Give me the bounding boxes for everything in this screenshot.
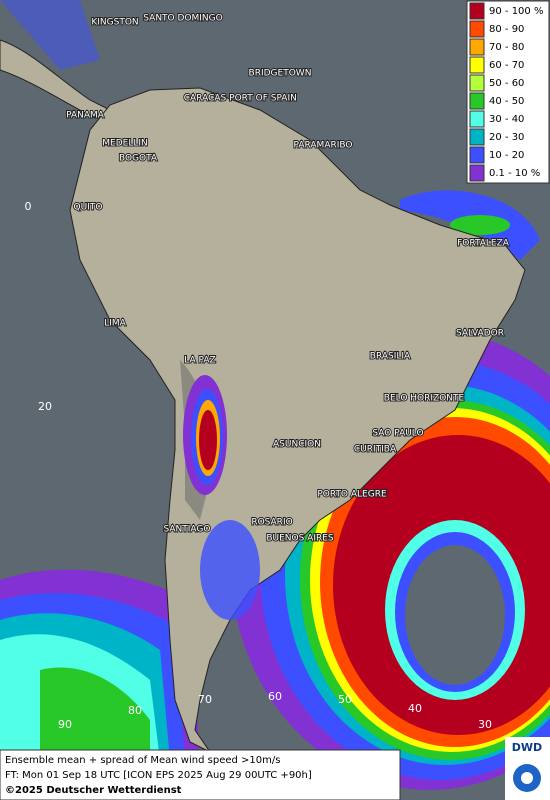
city-label: PORTO ALEGRE xyxy=(317,490,387,500)
city-label: BRIDGETOWN xyxy=(249,69,312,79)
city-label: SANTO DOMINGO xyxy=(143,14,222,24)
legend-label: 0.1 - 10 % xyxy=(489,168,540,179)
city-label: ROSARIO xyxy=(251,518,292,528)
city-label: FORTALEZA xyxy=(457,239,510,249)
city-label: ASUNCION xyxy=(273,440,321,450)
legend-label: 50 - 60 xyxy=(489,78,524,89)
city-label: QUITO xyxy=(74,203,103,213)
legend-swatch xyxy=(469,74,485,92)
legend-swatch xyxy=(469,38,485,56)
lat-label: 20 xyxy=(38,400,52,413)
city-label: BUENOS AIRES xyxy=(266,534,334,544)
lon-label: 70 xyxy=(198,693,212,706)
city-label: PANAMA xyxy=(66,111,105,121)
city-label: SAO PAULO xyxy=(372,429,423,439)
caption-box xyxy=(0,749,401,800)
legend-swatch xyxy=(469,56,485,74)
legend-label: 90 - 100 % xyxy=(489,6,543,17)
city-label: BRASILIA xyxy=(370,352,411,362)
legend-label: 20 - 30 xyxy=(489,132,524,143)
legend-label: 80 - 90 xyxy=(489,24,524,35)
city-label: SALVADOR xyxy=(456,329,504,339)
footer: Ensemble mean + spread of Mean wind spee… xyxy=(0,737,550,800)
legend-label: 40 - 50 xyxy=(489,96,524,107)
lon-label: 30 xyxy=(478,718,492,731)
city-label: LA PAZ xyxy=(184,356,215,366)
lon-label: 90 xyxy=(58,718,72,731)
legend-swatch xyxy=(469,2,485,20)
legend-label: 70 - 80 xyxy=(489,42,524,53)
city-label: SANTIAGO xyxy=(164,525,211,535)
city-label: LIMA xyxy=(104,319,126,329)
caption-line: Ensemble mean + spread of Mean wind spee… xyxy=(5,755,280,766)
city-label: PARAMARIBO xyxy=(294,141,353,151)
lon-label: 80 xyxy=(128,704,142,717)
legend-swatch xyxy=(469,20,485,38)
legend-swatch xyxy=(469,146,485,164)
legend-swatch xyxy=(469,92,485,110)
city-label: MEDELLIN xyxy=(102,139,147,149)
legend-swatch xyxy=(469,164,485,182)
lat-label: 0 xyxy=(25,200,32,213)
legend-label: 60 - 70 xyxy=(489,60,524,71)
caption-line: FT: Mon 01 Sep 18 UTC [ICON EPS 2025 Aug… xyxy=(5,770,312,781)
city-label: BOGOTA xyxy=(119,154,158,164)
legend-swatch xyxy=(469,128,485,146)
legend: 90 - 100 % 80 - 90 70 - 80 60 - 70 50 - 60 40… xyxy=(466,0,550,184)
city-label: KINGSTON xyxy=(91,18,138,28)
city-label: PORT OF SPAIN xyxy=(229,94,297,104)
city-label: BELO HORIZONTE xyxy=(384,394,465,404)
caption-line: ©2025 Deutscher Wetterdienst xyxy=(5,785,182,796)
city-label: CARACAS xyxy=(184,94,227,104)
lon-label: 50 xyxy=(338,693,352,706)
andes-wind xyxy=(183,375,260,620)
legend-label: 30 - 40 xyxy=(489,114,524,125)
legend-label: 10 - 20 xyxy=(489,150,524,161)
lon-label: 60 xyxy=(268,690,282,703)
logo-text: DWD xyxy=(512,741,542,754)
city-label: CURITIBA xyxy=(354,445,397,455)
lon-label: 40 xyxy=(408,702,422,715)
legend-swatch xyxy=(469,110,485,128)
